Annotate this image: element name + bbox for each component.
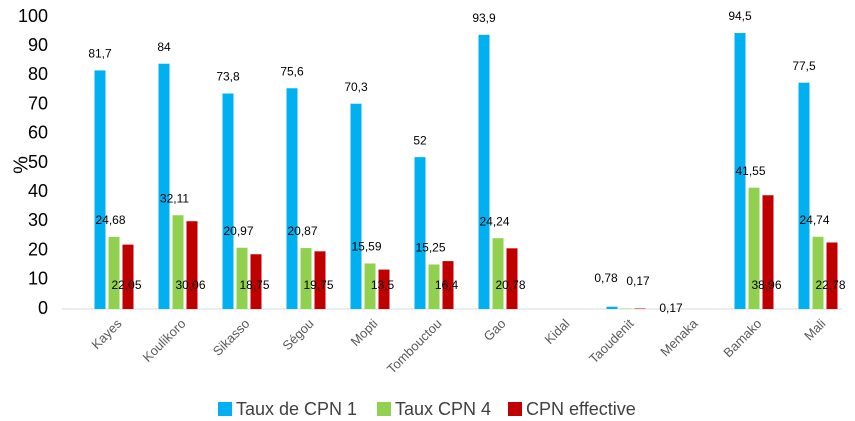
y-tick-label: 20 bbox=[28, 239, 48, 259]
bar bbox=[478, 34, 490, 309]
x-tick-label: Mali bbox=[801, 316, 829, 344]
bar bbox=[428, 264, 440, 309]
bar bbox=[122, 244, 134, 309]
y-tick-label: 10 bbox=[28, 269, 48, 289]
x-tick-label: Gao bbox=[481, 316, 509, 344]
bar bbox=[748, 187, 760, 309]
x-tick-label: Kidal bbox=[541, 316, 572, 347]
data-label: 20,87 bbox=[287, 224, 317, 238]
bar bbox=[350, 103, 362, 309]
data-label: 0,17 bbox=[626, 274, 650, 288]
y-tick-label: 50 bbox=[28, 152, 48, 172]
bar bbox=[108, 236, 120, 309]
bar bbox=[286, 88, 298, 309]
x-tick-label: Ségou bbox=[279, 316, 316, 353]
bar bbox=[314, 251, 326, 309]
data-label: 41,55 bbox=[735, 164, 765, 178]
data-label: 84 bbox=[157, 40, 171, 54]
data-label: 93,9 bbox=[472, 11, 496, 25]
x-tick-label: Menaka bbox=[657, 315, 701, 359]
y-tick-label: 80 bbox=[28, 64, 48, 84]
x-tick-label: Mopti bbox=[347, 316, 380, 349]
data-label: 0,17 bbox=[659, 301, 683, 315]
data-label: 20,78 bbox=[495, 278, 525, 292]
data-label: 70,3 bbox=[344, 80, 368, 94]
data-label: 94,5 bbox=[728, 9, 752, 23]
data-label: 13,5 bbox=[371, 278, 395, 292]
y-tick-label: 30 bbox=[28, 210, 48, 230]
x-tick-label: Koulikoro bbox=[140, 316, 189, 365]
data-label: 73,8 bbox=[216, 70, 240, 84]
data-label: 15,25 bbox=[415, 241, 445, 255]
data-label: 0,78 bbox=[594, 271, 618, 285]
legend-label: CPN effective bbox=[526, 399, 636, 419]
data-label: 24,74 bbox=[799, 213, 829, 227]
bar bbox=[442, 261, 454, 309]
data-label: 22,78 bbox=[815, 278, 845, 292]
bar bbox=[812, 236, 824, 309]
data-label: 20,97 bbox=[223, 224, 253, 238]
x-tick-label: Kayes bbox=[88, 316, 125, 353]
data-label: 52 bbox=[413, 133, 427, 147]
data-label: 32,11 bbox=[160, 191, 189, 205]
y-tick-label: 90 bbox=[28, 35, 48, 55]
bar bbox=[364, 263, 376, 309]
bar bbox=[172, 215, 184, 309]
bar bbox=[826, 242, 838, 309]
data-label: 19,75 bbox=[303, 278, 333, 292]
y-tick-label: 70 bbox=[28, 93, 48, 113]
data-label: 77,5 bbox=[792, 59, 816, 73]
y-tick-label: 60 bbox=[28, 123, 48, 143]
legend-label: Taux de CPN 1 bbox=[236, 399, 357, 419]
bar bbox=[236, 247, 248, 309]
data-label: 16,4 bbox=[435, 278, 459, 292]
legend-swatch bbox=[508, 402, 522, 416]
bar bbox=[414, 157, 426, 309]
x-tick-label: Sikasso bbox=[210, 316, 253, 359]
y-tick-label: 0 bbox=[38, 298, 48, 318]
data-label: 22,05 bbox=[111, 278, 141, 292]
data-label: 81,7 bbox=[88, 47, 112, 61]
y-tick-label: 100 bbox=[18, 6, 48, 26]
bar bbox=[492, 238, 504, 309]
data-label: 24,68 bbox=[95, 213, 125, 227]
bar bbox=[250, 254, 262, 309]
bar bbox=[222, 93, 234, 309]
data-label: 24,24 bbox=[479, 214, 509, 228]
legend-swatch bbox=[218, 402, 232, 416]
data-label: 18,75 bbox=[239, 278, 269, 292]
x-tick-label: Taoudenit bbox=[586, 316, 637, 367]
bar bbox=[158, 63, 170, 309]
x-tick-label: Bamako bbox=[720, 316, 764, 360]
bar bbox=[300, 248, 312, 309]
bar bbox=[798, 82, 810, 309]
y-axis-label: % bbox=[10, 156, 32, 174]
bar bbox=[606, 306, 618, 309]
legend-label: Taux CPN 4 bbox=[395, 399, 491, 419]
legend-swatch bbox=[377, 402, 391, 416]
data-label: 15,59 bbox=[351, 240, 381, 254]
bar bbox=[506, 248, 518, 309]
data-label: 30,06 bbox=[175, 278, 205, 292]
bar bbox=[186, 221, 198, 309]
bar bbox=[762, 195, 774, 309]
bar bbox=[94, 70, 106, 309]
data-label: 75,6 bbox=[280, 64, 304, 78]
x-tick-label: Tombouctou bbox=[384, 316, 445, 377]
bar bbox=[378, 269, 390, 309]
y-tick-label: 40 bbox=[28, 181, 48, 201]
bar bbox=[734, 33, 746, 310]
data-label: 38,96 bbox=[751, 278, 781, 292]
